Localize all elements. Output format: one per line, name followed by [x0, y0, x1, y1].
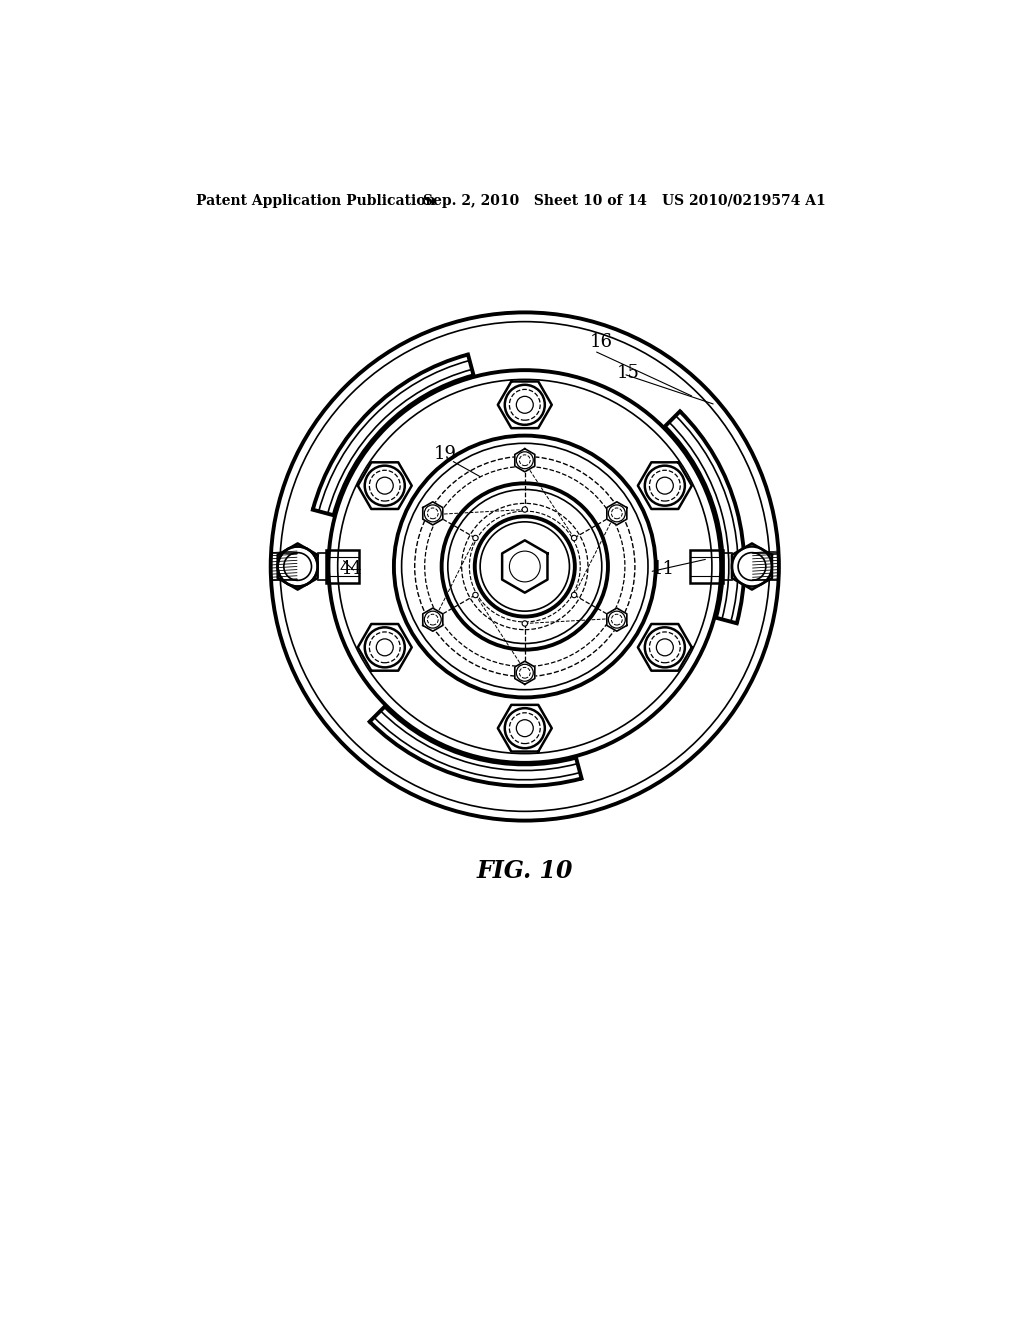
Circle shape [278, 546, 317, 586]
Circle shape [522, 620, 527, 626]
Text: 44: 44 [340, 560, 362, 578]
Circle shape [505, 708, 545, 748]
Circle shape [505, 385, 545, 425]
Circle shape [522, 507, 527, 512]
Text: Sep. 2, 2010   Sheet 10 of 14: Sep. 2, 2010 Sheet 10 of 14 [423, 194, 647, 207]
Circle shape [571, 536, 577, 541]
Circle shape [611, 511, 618, 517]
Circle shape [521, 667, 528, 675]
Polygon shape [607, 502, 627, 525]
Text: 19: 19 [434, 445, 457, 463]
Circle shape [608, 506, 626, 521]
Polygon shape [357, 462, 412, 510]
Circle shape [473, 593, 478, 598]
Text: 11: 11 [652, 560, 675, 578]
Circle shape [645, 627, 685, 668]
Text: 16: 16 [590, 333, 613, 351]
Polygon shape [498, 381, 552, 428]
Polygon shape [638, 624, 692, 671]
Text: US 2010/0219574 A1: US 2010/0219574 A1 [662, 194, 825, 207]
Bar [326, 549, 359, 583]
Circle shape [516, 451, 534, 469]
Circle shape [365, 466, 404, 506]
Polygon shape [423, 502, 442, 525]
Polygon shape [357, 624, 412, 671]
Bar [690, 549, 724, 583]
Circle shape [431, 615, 438, 622]
Polygon shape [278, 544, 317, 590]
Circle shape [424, 506, 441, 521]
Circle shape [473, 536, 478, 541]
Text: 15: 15 [617, 364, 640, 381]
Text: FIG. 10: FIG. 10 [476, 858, 573, 883]
Circle shape [431, 511, 438, 517]
Circle shape [571, 593, 577, 598]
Polygon shape [502, 540, 548, 593]
Circle shape [521, 459, 528, 466]
Polygon shape [732, 544, 772, 590]
Circle shape [424, 611, 441, 628]
Polygon shape [607, 609, 627, 631]
Circle shape [365, 627, 404, 668]
Polygon shape [498, 705, 552, 751]
Polygon shape [515, 449, 535, 471]
Circle shape [608, 611, 626, 628]
Circle shape [516, 664, 534, 681]
Text: Patent Application Publication: Patent Application Publication [196, 194, 435, 207]
Circle shape [611, 615, 618, 622]
Polygon shape [638, 462, 692, 510]
Polygon shape [515, 661, 535, 684]
Circle shape [645, 466, 685, 506]
Polygon shape [423, 609, 442, 631]
